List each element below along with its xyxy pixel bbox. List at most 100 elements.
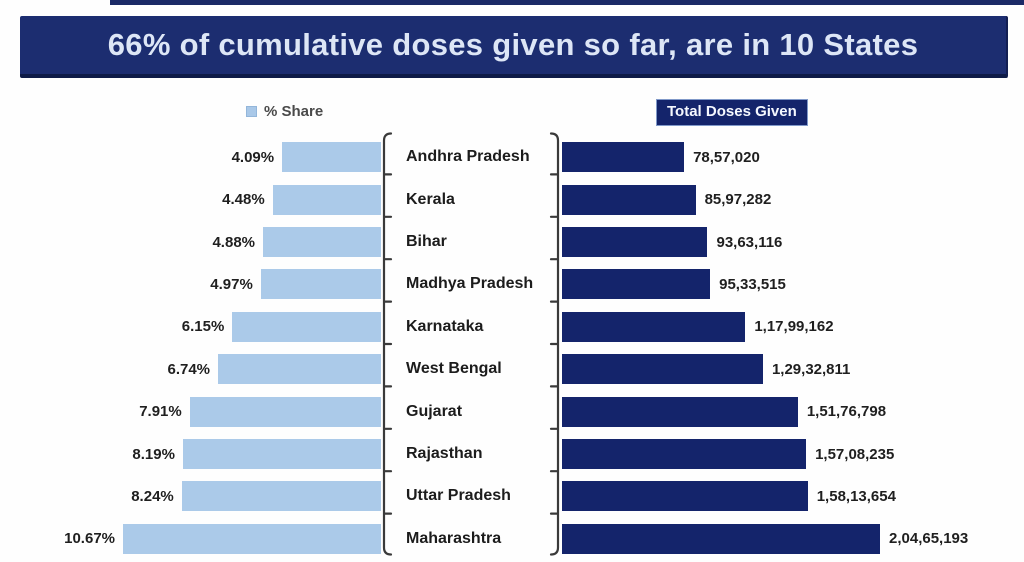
state-cell: Andhra Pradesh [385,148,553,166]
state-cell: Bihar [385,233,553,251]
share-bar [189,396,381,427]
state-cell: Uttar Pradesh [385,487,553,505]
doses-value-label: 1,17,99,162 [754,318,834,336]
share-bar [232,311,381,342]
share-value-label: 4.09% [231,148,275,166]
chart-row: 6.15% Karnataka 1,17,99,162 [0,306,1024,348]
right-category-bracket [549,132,560,556]
share-value-label: 6.15% [181,318,225,336]
state-cell: Maharashtra [385,530,553,548]
doses-cell: 78,57,020 [553,142,1024,173]
doses-cell: 1,57,08,235 [553,439,1024,470]
share-cell: 6.15% [0,311,385,342]
doses-value-label: 85,97,282 [704,191,772,209]
share-cell: 6.74% [0,354,385,385]
title-banner: 66% of cumulative doses given so far, ar… [20,16,1008,78]
chart-row: 6.74% West Bengal 1,29,32,811 [0,348,1024,390]
state-label: Kerala [406,190,455,208]
state-label: Bihar [406,233,447,251]
state-cell: West Bengal [385,360,553,378]
chart-row: 4.88% Bihar 93,63,116 [0,221,1024,263]
legend-total-label: Total Doses Given [667,103,797,120]
share-bar [218,354,381,385]
share-bar [123,523,381,554]
chart-row: 8.19% Rajasthan 1,57,08,235 [0,433,1024,475]
share-cell: 8.24% [0,481,385,512]
doses-cell: 1,58,13,654 [553,481,1024,512]
doses-value-label: 95,33,515 [719,275,786,293]
share-cell: 4.97% [0,269,385,300]
state-label: Gujarat [406,402,463,420]
doses-value-label: 1,57,08,235 [815,445,895,463]
doses-cell: 85,97,282 [553,184,1024,215]
share-cell: 10.67% [0,523,385,554]
doses-cell: 1,17,99,162 [553,311,1024,342]
state-label: West Bengal [406,360,502,378]
doses-bar [562,396,798,427]
doses-value-label: 1,29,32,811 [771,360,851,378]
share-cell: 7.91% [0,396,385,427]
chart-row: 4.97% Madhya Pradesh 95,33,515 [0,263,1024,305]
state-cell: Karnataka [385,318,553,336]
share-cell: 4.88% [0,227,385,258]
doses-bar [562,184,696,215]
share-bar [272,184,381,215]
state-label: Rajasthan [406,445,483,463]
chart-row: 8.24% Uttar Pradesh 1,58,13,654 [0,475,1024,517]
state-label: Uttar Pradesh [406,487,511,505]
share-value-label: 4.48% [222,191,265,209]
legend-share-label: % Share [264,103,324,120]
doses-bar [562,269,711,300]
share-cell: 4.48% [0,184,385,215]
share-bar [181,481,381,512]
share-value-label: 7.91% [139,403,182,421]
doses-value-label: 93,63,116 [716,233,783,251]
doses-value-label: 2,04,65,193 [889,530,969,548]
share-value-label: 4.88% [212,233,256,251]
legend-total-box: Total Doses Given [656,99,808,126]
doses-bar [562,354,763,385]
chart-row: 4.48% Kerala 85,97,282 [0,178,1024,220]
share-value-label: 8.19% [132,445,175,463]
chart-row: 4.09% Andhra Pradesh 78,57,020 [0,136,1024,178]
state-cell: Kerala [385,191,553,209]
share-bar [182,439,381,470]
doses-cell: 1,51,76,798 [553,396,1024,427]
doses-value-label: 1,58,13,654 [816,487,896,505]
share-value-label: 6.74% [167,360,211,378]
doses-bar [562,523,880,554]
chart-rows: 4.09% Andhra Pradesh 78,57,020 4.48% Kerala 8… [0,136,1024,560]
share-bar [282,142,381,173]
doses-bar [562,439,807,470]
doses-cell: 95,33,515 [553,269,1024,300]
chart-row: 10.67% Maharashtra 2,04,65,193 [0,518,1024,560]
share-cell: 8.19% [0,439,385,470]
doses-value-label: 1,51,76,798 [806,403,887,421]
doses-value-label: 78,57,020 [693,148,760,166]
doses-cell: 1,29,32,811 [553,354,1024,385]
doses-bar [562,142,685,173]
state-label: Maharashtra [406,529,502,547]
state-label: Karnataka [406,317,484,335]
doses-bar [562,481,808,512]
state-cell: Madhya Pradesh [385,275,553,293]
state-label: Andhra Pradesh [406,148,530,166]
share-value-label: 10.67% [64,530,115,548]
state-cell: Rajasthan [385,445,553,463]
share-bar [260,269,381,300]
share-swatch-icon [246,106,257,117]
doses-cell: 2,04,65,193 [553,523,1024,554]
share-value-label: 8.24% [131,487,174,505]
doses-cell: 93,63,116 [553,227,1024,258]
bar-chart: 4.09% Andhra Pradesh 78,57,020 4.48% Kerala 8… [0,132,1024,560]
doses-bar [562,311,746,342]
chart-row: 7.91% Gujarat 1,51,76,798 [0,390,1024,432]
legend-share: % Share [246,103,323,120]
doses-bar [562,227,708,258]
state-cell: Gujarat [385,403,553,421]
top-crop-strip [110,0,1024,5]
share-bar [263,227,381,258]
share-value-label: 4.97% [210,275,253,293]
page-title: 66% of cumulative doses given so far, ar… [107,27,919,62]
